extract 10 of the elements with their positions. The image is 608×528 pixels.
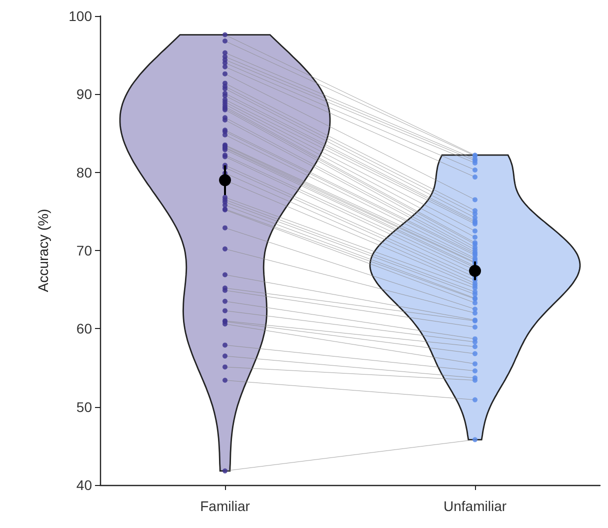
y-tick-label: 100: [68, 8, 92, 24]
y-tick-label: 70: [76, 242, 92, 258]
y-tick-label: 40: [76, 477, 92, 493]
y-tick-label: 80: [76, 164, 92, 180]
y-tick-label: 50: [76, 398, 92, 415]
x-tick-label: Unfamiliar: [443, 498, 507, 514]
y-tick-label: 60: [76, 320, 92, 337]
y-tick-label: 90: [76, 86, 92, 102]
x-tick-label: Familiar: [200, 498, 250, 514]
y-axis-title: Accuracy (%): [35, 208, 51, 292]
